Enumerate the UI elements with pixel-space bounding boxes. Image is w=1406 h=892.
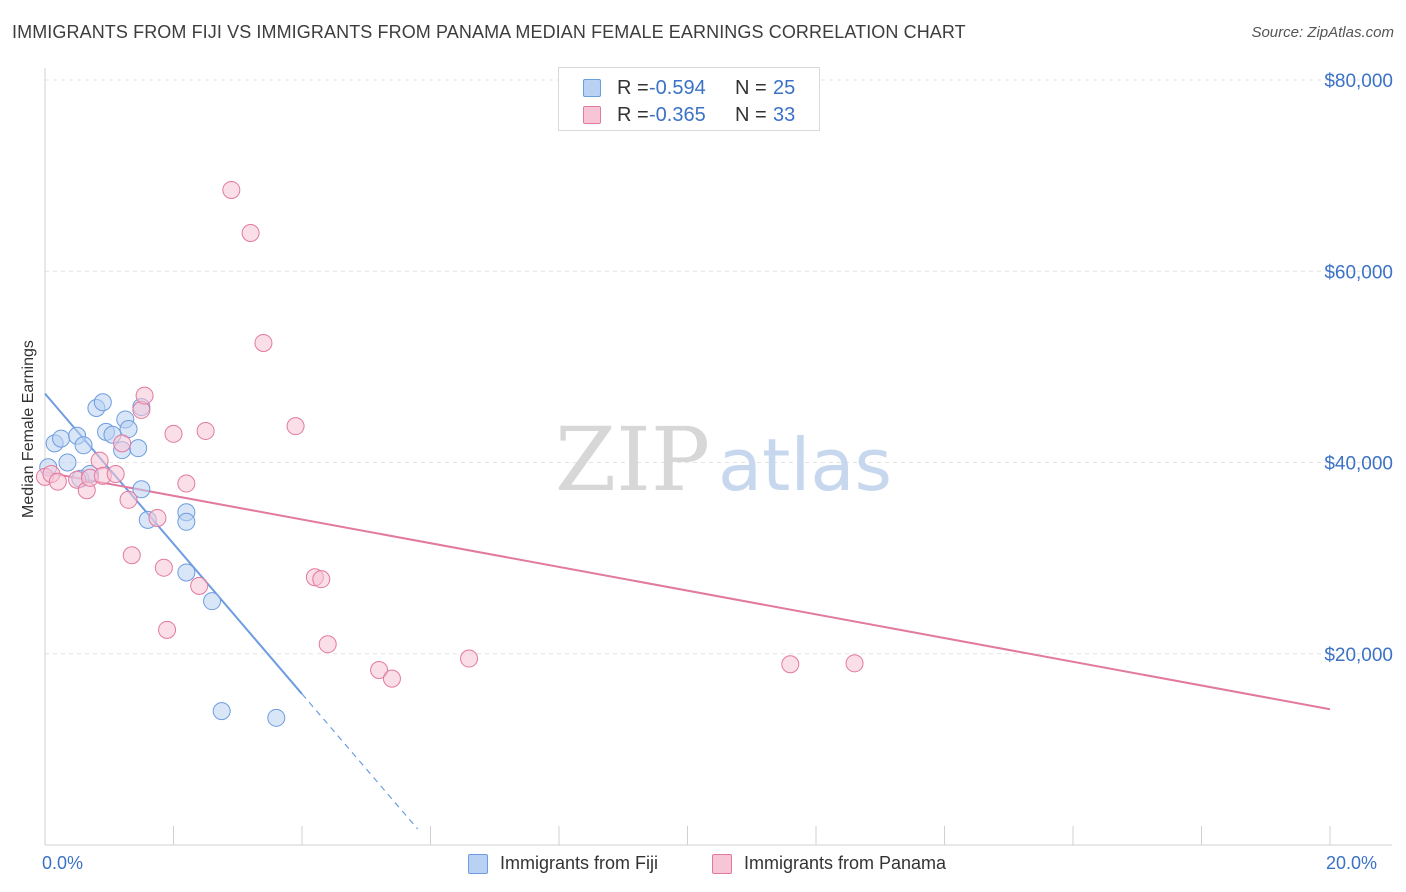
data-point bbox=[113, 434, 132, 453]
legend-label-fiji: Immigrants from Fiji bbox=[500, 853, 659, 873]
correlation-stats-box: R = -0.594 N = 25 R = -0.365 N = 33 bbox=[558, 67, 820, 131]
data-point bbox=[48, 472, 67, 491]
y-tick-label: $20,000 bbox=[1324, 645, 1393, 666]
source-credit: Source: ZipAtlas.com bbox=[1251, 24, 1394, 41]
data-point bbox=[460, 649, 479, 668]
n-label: N = bbox=[735, 77, 767, 99]
y-tick-label: $80,000 bbox=[1324, 71, 1393, 92]
data-point bbox=[122, 546, 141, 565]
data-point bbox=[177, 563, 196, 582]
chart-title: IMMIGRANTS FROM FIJI VS IMMIGRANTS FROM … bbox=[12, 22, 966, 42]
watermark-atlas: atlas bbox=[718, 423, 892, 507]
trend-line bbox=[44, 471, 1331, 711]
data-point bbox=[312, 570, 331, 589]
data-point bbox=[318, 635, 337, 654]
data-point bbox=[203, 592, 222, 611]
data-point bbox=[212, 702, 231, 721]
data-point bbox=[129, 439, 148, 458]
data-point bbox=[845, 654, 864, 673]
data-point bbox=[58, 453, 77, 472]
data-point bbox=[286, 417, 305, 436]
data-point bbox=[154, 558, 173, 577]
watermark-zip: ZIP bbox=[555, 408, 710, 511]
data-point bbox=[370, 661, 389, 680]
r-label: R = bbox=[617, 77, 649, 99]
data-point bbox=[196, 421, 215, 440]
data-point bbox=[132, 480, 151, 499]
fiji-swatch bbox=[583, 79, 601, 97]
legend-swatch-fiji bbox=[468, 854, 488, 874]
y-tick-label: $40,000 bbox=[1324, 454, 1393, 475]
data-point bbox=[382, 669, 401, 688]
data-point bbox=[254, 333, 273, 352]
trend-line-extension bbox=[301, 693, 419, 830]
data-point bbox=[177, 512, 196, 531]
data-points bbox=[36, 180, 864, 727]
data-point bbox=[177, 474, 196, 493]
axes bbox=[44, 68, 1392, 846]
data-point bbox=[93, 393, 112, 412]
data-point bbox=[190, 576, 209, 595]
y-tick-labels: $20,000 $40,000 $60,000 $80,000 bbox=[1324, 71, 1393, 666]
r-label: R = bbox=[617, 104, 649, 126]
data-point bbox=[158, 620, 177, 639]
data-point bbox=[222, 180, 241, 199]
n-label: N = bbox=[735, 104, 767, 126]
data-point bbox=[52, 429, 71, 448]
data-point bbox=[106, 464, 125, 483]
data-point bbox=[781, 655, 800, 674]
y-tick-label: $60,000 bbox=[1324, 262, 1393, 283]
r-value: -0.594 bbox=[649, 77, 706, 99]
data-point bbox=[148, 508, 167, 527]
data-point bbox=[119, 490, 138, 509]
data-point bbox=[267, 708, 286, 727]
data-point bbox=[135, 386, 154, 405]
y-axis-label: Median Female Earnings bbox=[20, 340, 37, 518]
r-value: -0.365 bbox=[649, 104, 706, 126]
data-point bbox=[90, 451, 109, 470]
watermark: ZIP atlas bbox=[555, 408, 892, 511]
data-point bbox=[164, 424, 183, 443]
x-axis-max-label: 20.0% bbox=[1326, 853, 1378, 873]
gridlines bbox=[45, 79, 1392, 655]
legend-swatch-panama bbox=[712, 854, 732, 874]
x-axis-min-label: 0.0% bbox=[42, 853, 84, 873]
legend-label-panama: Immigrants from Panama bbox=[744, 853, 947, 873]
data-point bbox=[241, 224, 260, 242]
n-value: 33 bbox=[773, 104, 796, 126]
panama-swatch bbox=[583, 106, 601, 124]
n-value: 25 bbox=[773, 77, 796, 99]
data-point bbox=[74, 436, 93, 455]
